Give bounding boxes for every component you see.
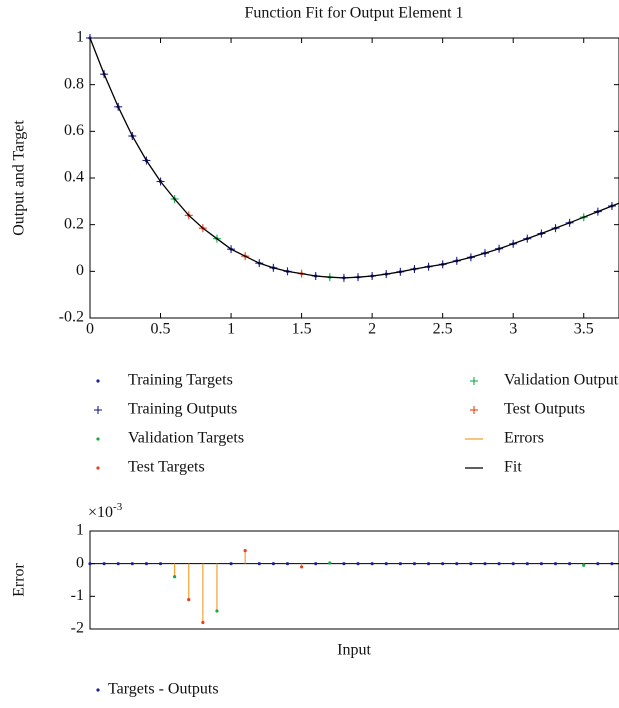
error-point	[102, 562, 106, 566]
error-point	[243, 549, 247, 553]
error-point	[130, 562, 134, 566]
error-point	[412, 562, 417, 566]
error-point	[426, 562, 431, 566]
error-point	[342, 562, 346, 566]
error-point	[398, 562, 402, 566]
legend-label: Test Targets	[128, 459, 205, 476]
point	[96, 379, 100, 383]
error-point	[539, 562, 544, 566]
error-point	[116, 562, 120, 566]
chart-title: Function Fit for Output Element 1	[244, 5, 463, 22]
error-point	[511, 562, 515, 566]
error-point	[582, 563, 586, 567]
x-tick-label: 3	[509, 321, 517, 338]
plus-marker	[94, 406, 102, 414]
error-point	[568, 562, 572, 566]
error-point	[525, 562, 529, 566]
error-point	[370, 562, 374, 566]
error-point	[610, 562, 614, 566]
legend-label: Targets - Outputs	[108, 681, 219, 698]
y-tick-label: -1	[71, 587, 84, 604]
x-tick-label: 3.5	[574, 321, 594, 338]
axis-scale: ×10-3	[88, 501, 123, 521]
error-point	[455, 562, 459, 566]
error-point	[88, 562, 92, 566]
plus-marker	[470, 377, 478, 385]
x-tick-label: 0	[86, 321, 94, 338]
legend-label: Validation Outputs	[504, 372, 619, 389]
error-point	[356, 562, 360, 566]
error-point	[215, 609, 219, 613]
y-tick-label: 0.6	[64, 122, 84, 139]
error-point	[187, 598, 191, 602]
plot-frame	[89, 37, 619, 319]
y-tick-label: 1	[76, 522, 84, 539]
legend-label: Errors	[504, 430, 544, 447]
plus-marker	[470, 406, 478, 414]
error-point	[314, 562, 318, 566]
y-axis-label: Error	[11, 562, 28, 596]
y-tick-label: 0	[76, 554, 84, 571]
x-tick-label: 1.5	[292, 321, 312, 338]
x-axis-label: Input	[337, 642, 371, 659]
y-tick-label: 0	[76, 262, 84, 279]
error-point	[596, 562, 600, 566]
y-tick-label: 1	[76, 29, 84, 46]
error-point	[328, 561, 332, 565]
plot-frame	[89, 530, 619, 630]
error-point	[285, 562, 290, 566]
scale-exponent: -3	[113, 501, 123, 513]
error-point	[441, 562, 445, 566]
x-tick-label: 2	[368, 321, 376, 338]
x-tick-label: 2.5	[433, 321, 453, 338]
point	[96, 688, 100, 692]
y-tick-label: -2	[71, 620, 84, 637]
point	[96, 466, 100, 470]
error-point	[483, 562, 487, 566]
legend-label: Validation Targets	[128, 430, 244, 447]
error-point	[201, 620, 205, 625]
error-point	[469, 562, 473, 566]
fit-line	[89, 37, 619, 279]
error-point	[144, 562, 149, 566]
legend-label: Test Outputs	[504, 401, 585, 418]
legend-label: Fit	[504, 459, 522, 476]
y-axis-label: Output and Target	[11, 120, 28, 236]
error-point	[173, 575, 177, 579]
error-point	[229, 562, 233, 566]
error-point	[300, 565, 304, 569]
error-point	[384, 562, 388, 566]
scale-base: ×10	[88, 504, 113, 521]
point	[96, 437, 100, 441]
error-point	[271, 562, 275, 566]
x-tick-label: 1	[227, 321, 235, 338]
y-tick-label: 0.8	[64, 75, 84, 92]
y-tick-label: 0.2	[64, 215, 84, 232]
error-point	[497, 562, 501, 566]
x-tick-label: 0.5	[151, 321, 171, 338]
legend-label: Training Targets	[128, 372, 233, 389]
error-point	[158, 562, 163, 566]
error-point	[257, 562, 261, 566]
y-tick-label: 0.4	[64, 169, 84, 186]
y-tick-label: -0.2	[59, 309, 84, 326]
error-point	[553, 562, 558, 566]
legend-label: Training Outputs	[128, 401, 237, 418]
